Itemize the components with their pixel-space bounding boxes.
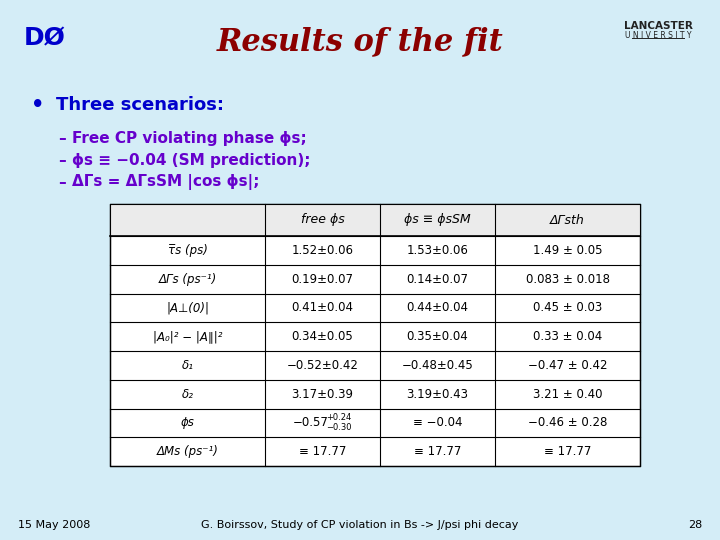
Text: DØ: DØ <box>24 26 66 50</box>
Text: 28: 28 <box>688 520 702 530</box>
Text: 3.17±0.39: 3.17±0.39 <box>292 388 354 401</box>
Text: 15 May 2008: 15 May 2008 <box>18 520 91 530</box>
Text: ΔΓs = ΔΓsSM |cos ϕs|;: ΔΓs = ΔΓsSM |cos ϕs|; <box>72 174 259 190</box>
Text: 0.35±0.04: 0.35±0.04 <box>407 330 469 343</box>
Text: ϕs ≡ −0.04 (SM prediction);: ϕs ≡ −0.04 (SM prediction); <box>72 152 310 167</box>
Text: τ̅s (ps): τ̅s (ps) <box>168 244 207 257</box>
Text: ΔΓs (ps⁻¹): ΔΓs (ps⁻¹) <box>158 273 217 286</box>
Text: 1.53±0.06: 1.53±0.06 <box>407 244 469 257</box>
Text: •: • <box>31 95 45 115</box>
Text: LANCASTER: LANCASTER <box>624 21 693 31</box>
Text: Results of the fit: Results of the fit <box>217 26 503 57</box>
Text: ΔΓsth: ΔΓsth <box>550 213 585 226</box>
Text: 0.44±0.04: 0.44±0.04 <box>407 301 469 314</box>
Text: ≡ 17.77: ≡ 17.77 <box>299 445 346 458</box>
Text: U N I V E R S I T Y: U N I V E R S I T Y <box>625 30 691 39</box>
Text: ΔMs (ps⁻¹): ΔMs (ps⁻¹) <box>156 445 218 458</box>
Text: 1.52±0.06: 1.52±0.06 <box>292 244 354 257</box>
Text: 0.34±0.05: 0.34±0.05 <box>292 330 354 343</box>
Text: 0.083 ± 0.018: 0.083 ± 0.018 <box>526 273 610 286</box>
Bar <box>110 204 640 236</box>
Text: δ₁: δ₁ <box>181 359 194 372</box>
Text: −0.47 ± 0.42: −0.47 ± 0.42 <box>528 359 607 372</box>
Text: –: – <box>58 152 66 167</box>
Text: ≡ 17.77: ≡ 17.77 <box>544 445 591 458</box>
Text: 0.19±0.07: 0.19±0.07 <box>292 273 354 286</box>
Text: 0.45 ± 0.03: 0.45 ± 0.03 <box>533 301 602 314</box>
Text: 1.49 ± 0.05: 1.49 ± 0.05 <box>533 244 602 257</box>
Text: G. Boirssov, Study of CP violation in Bs -> J/psi phi decay: G. Boirssov, Study of CP violation in Bs… <box>202 520 518 530</box>
Text: |A⊥(0)|: |A⊥(0)| <box>166 301 209 314</box>
Text: free ϕs: free ϕs <box>301 213 344 226</box>
Text: −0.46 ± 0.28: −0.46 ± 0.28 <box>528 416 607 429</box>
Text: –: – <box>58 131 66 145</box>
Text: +0.24: +0.24 <box>326 414 351 422</box>
Bar <box>110 204 640 466</box>
Text: δ₂: δ₂ <box>181 388 194 401</box>
Text: ≡ 17.77: ≡ 17.77 <box>414 445 462 458</box>
Text: ≡ −0.04: ≡ −0.04 <box>413 416 462 429</box>
Text: Free CP violating phase ϕs;: Free CP violating phase ϕs; <box>72 131 307 145</box>
Text: −0.30: −0.30 <box>325 423 351 433</box>
Text: 0.14±0.07: 0.14±0.07 <box>407 273 469 286</box>
Text: 0.33 ± 0.04: 0.33 ± 0.04 <box>533 330 602 343</box>
Text: 0.41±0.04: 0.41±0.04 <box>292 301 354 314</box>
Text: −0.57: −0.57 <box>292 416 328 429</box>
Text: ϕs ≡ ϕsSM: ϕs ≡ ϕsSM <box>404 213 471 226</box>
Text: ϕs: ϕs <box>181 416 194 429</box>
Text: 3.21 ± 0.40: 3.21 ± 0.40 <box>533 388 602 401</box>
Text: 3.19±0.43: 3.19±0.43 <box>407 388 469 401</box>
Text: |A₀|² − |A∥|²: |A₀|² − |A∥|² <box>153 330 222 343</box>
Text: −0.48±0.45: −0.48±0.45 <box>402 359 473 372</box>
Text: −0.52±0.42: −0.52±0.42 <box>287 359 359 372</box>
Text: –: – <box>58 174 66 190</box>
Text: Three scenarios:: Three scenarios: <box>56 96 224 114</box>
